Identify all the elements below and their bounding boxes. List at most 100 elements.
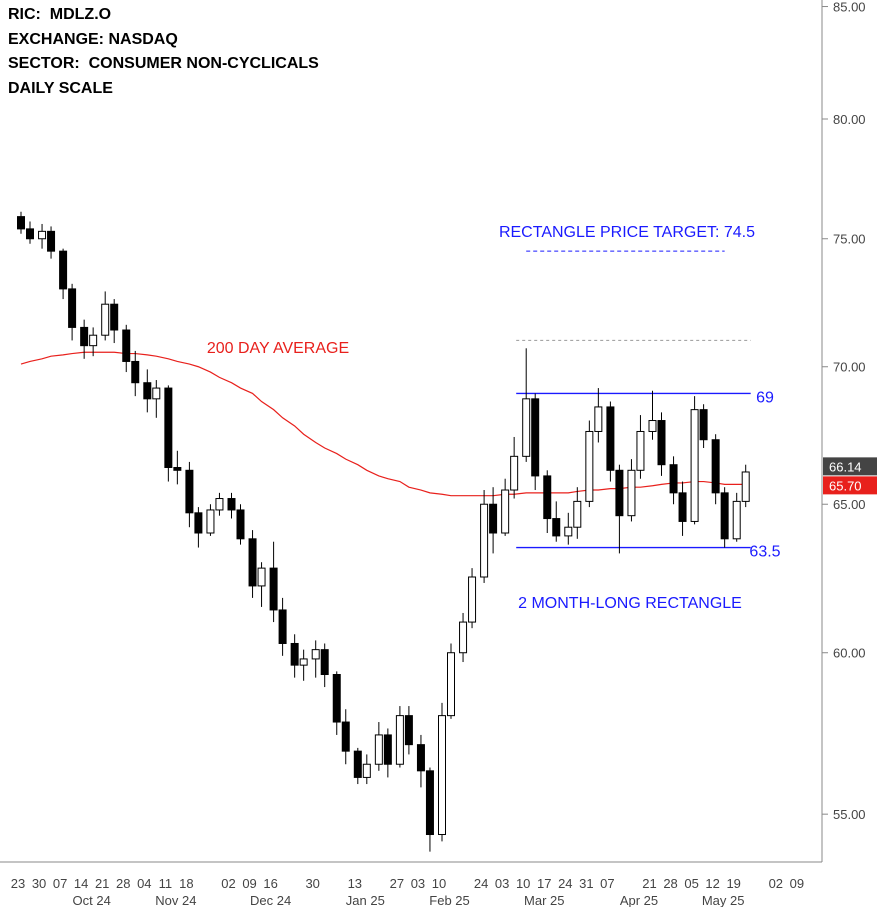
- x-tick-label: 12: [705, 876, 719, 891]
- x-tick-label: 18: [179, 876, 193, 891]
- ma-price-label: 65.70: [829, 478, 862, 493]
- candle-body: [573, 500, 582, 528]
- y-tick-label: 70.00: [833, 360, 866, 375]
- candle-body: [627, 469, 636, 517]
- candle-body: [341, 721, 350, 752]
- x-tick-label: 10: [432, 876, 446, 891]
- month-label: Oct 24: [73, 893, 111, 907]
- candle-body: [185, 469, 194, 514]
- candle-body: [278, 609, 287, 644]
- x-tick-label: 28: [116, 876, 130, 891]
- header-line: RIC: MDLZ.O: [8, 6, 111, 23]
- y-tick-label: 55.00: [833, 807, 866, 822]
- candle-body: [543, 475, 552, 520]
- candle-body: [332, 674, 341, 723]
- x-tick-label: 13: [348, 876, 362, 891]
- month-label: Feb 25: [429, 893, 469, 907]
- moving-average: [20, 351, 746, 497]
- candle-body: [206, 509, 215, 534]
- candle-body: [290, 642, 299, 666]
- x-tick-label: 09: [790, 876, 804, 891]
- candle-body: [311, 649, 320, 660]
- candle-body: [522, 398, 531, 457]
- moving-average-label: 200 DAY AVERAGE: [207, 340, 349, 357]
- month-label: Apr 25: [620, 893, 658, 907]
- candle-body: [720, 492, 729, 540]
- candle-body: [552, 518, 561, 537]
- candle-body: [690, 409, 699, 522]
- candle-body: [510, 455, 519, 491]
- x-tick-label: 02: [769, 876, 783, 891]
- candle-body: [657, 420, 666, 466]
- candle-body: [636, 430, 645, 471]
- x-tick-label: 16: [263, 876, 277, 891]
- candle-body: [353, 750, 362, 778]
- x-tick-label: 24: [474, 876, 488, 891]
- candle-body: [732, 500, 741, 540]
- x-tick-label: 19: [726, 876, 740, 891]
- month-label: Dec 24: [250, 893, 291, 907]
- candle-body: [38, 230, 47, 240]
- candle-body: [110, 303, 119, 331]
- candle-body: [648, 420, 657, 432]
- x-tick-label: 02: [221, 876, 235, 891]
- candle-body: [59, 250, 68, 290]
- candle-body: [669, 464, 678, 494]
- candle-body: [501, 489, 510, 534]
- rectangle-bottom-label: 63.5: [749, 544, 780, 561]
- rectangle-label: 2 MONTH-LONG RECTANGLE: [518, 595, 742, 612]
- candle-body: [447, 652, 455, 717]
- candle-body: [606, 406, 615, 471]
- x-tick-label: 30: [32, 876, 46, 891]
- x-tick-label: 03: [495, 876, 509, 891]
- candle-body: [594, 406, 603, 432]
- x-tick-label: 30: [305, 876, 319, 891]
- candle-body: [374, 734, 383, 765]
- candle-body: [383, 734, 392, 765]
- y-tick-label: 65.00: [833, 497, 866, 512]
- rectangle-top-label: 69: [756, 389, 774, 406]
- candle-body: [101, 303, 110, 336]
- x-tick-label: 09: [242, 876, 256, 891]
- candle-body: [26, 228, 34, 240]
- candle-body: [489, 503, 498, 534]
- month-label: Jan 25: [346, 893, 385, 907]
- x-tick-label: 28: [663, 876, 677, 891]
- candle-body: [257, 567, 266, 587]
- candle-body: [678, 492, 687, 522]
- target-label: RECTANGLE PRICE TARGET: 74.5: [499, 224, 755, 241]
- ma-price-tag: [823, 476, 877, 495]
- last-price-tag: [823, 457, 877, 476]
- candle-body: [236, 509, 245, 540]
- candle-body: [122, 329, 131, 362]
- y-tick-label: 80.00: [833, 112, 866, 127]
- x-tick-label: 10: [516, 876, 530, 891]
- month-label: Mar 25: [524, 893, 564, 907]
- x-tick-label: 03: [411, 876, 425, 891]
- y-tick-label: 60.00: [833, 646, 866, 661]
- candle-body: [269, 567, 278, 611]
- candle-body: [194, 512, 203, 534]
- candle-body: [425, 770, 434, 836]
- header-line: DAILY SCALE: [8, 80, 113, 97]
- x-tick-label: 24: [558, 876, 572, 891]
- x-tick-label: 07: [600, 876, 614, 891]
- candle-body: [17, 216, 25, 230]
- candle-body: [89, 334, 98, 347]
- x-tick-label: 04: [137, 876, 151, 891]
- x-tick-label: 21: [95, 876, 109, 891]
- candle-body: [173, 466, 182, 471]
- candle-body: [438, 715, 446, 836]
- candle-body: [47, 230, 56, 252]
- candle-body: [248, 538, 257, 587]
- month-label: Nov 24: [155, 893, 196, 907]
- month-label: May 25: [702, 893, 745, 907]
- last-price-label: 66.14: [829, 459, 862, 474]
- x-tick-label: 07: [53, 876, 67, 891]
- y-tick-label: 75.00: [833, 232, 866, 247]
- candle-body: [741, 471, 750, 502]
- candle-body: [459, 621, 468, 654]
- candle-body: [227, 498, 236, 511]
- x-tick-label: 27: [390, 876, 404, 891]
- candle-body: [531, 398, 540, 477]
